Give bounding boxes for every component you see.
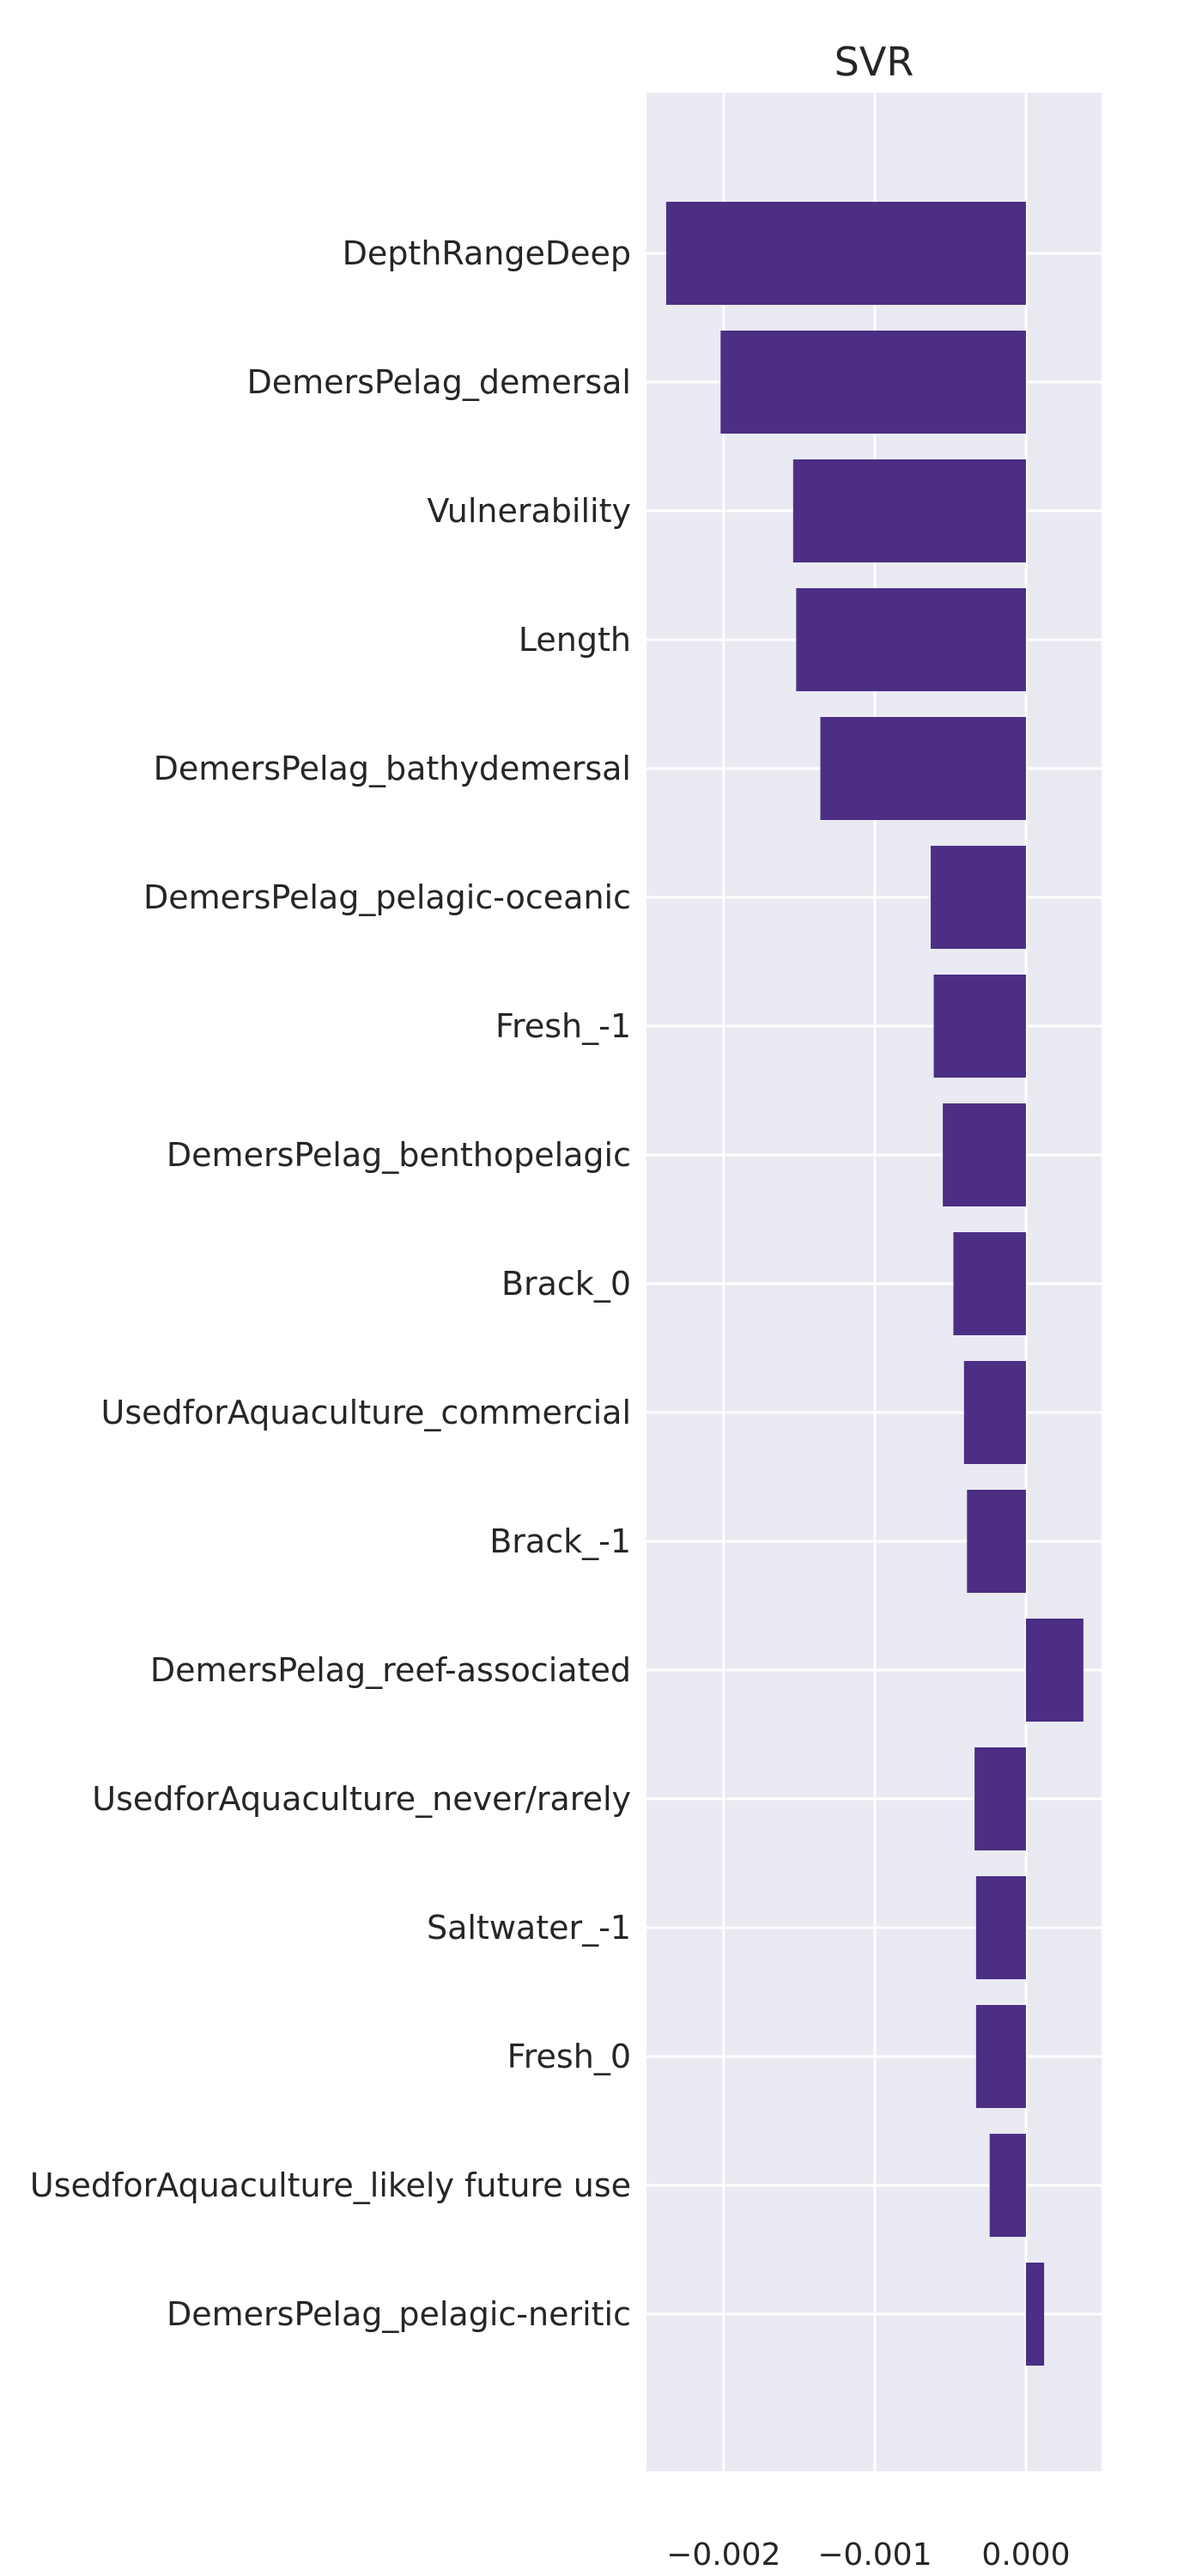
bar [975,2005,1026,2108]
category-label: DemersPelag_bathydemersal [154,750,631,787]
category-label: DemersPelag_pelagic-neritic [167,2295,631,2333]
bar [792,459,1026,562]
bar [967,1490,1026,1593]
bar [963,1361,1026,1464]
bar [1025,1619,1084,1722]
bar [974,1747,1026,1850]
category-label: Brack_-1 [489,1522,631,1560]
category-label: DemersPelag_pelagic-oceanic [143,878,631,916]
category-label: Fresh_0 [507,2038,631,2075]
category-label: UsedforAquaculture_never/rarely [92,1780,631,1818]
category-label: Vulnerability [427,492,631,530]
x-tick-label: 0.000 [981,2537,1070,2573]
bar [989,2134,1026,2237]
bar [820,717,1026,820]
bar [933,975,1026,1078]
category-label: DemersPelag_reef-associated [150,1651,631,1689]
chart-title: SVR [835,39,914,85]
bar [665,202,1026,305]
category-label: UsedforAquaculture_commercial [101,1394,632,1431]
category-label: DemersPelag_benthopelagic [167,1136,631,1174]
category-label: DemersPelag_demersal [246,363,631,401]
bar [931,846,1026,949]
category-label: UsedforAquaculture_likely future use [30,2166,631,2204]
x-tick-label: −0.001 [817,2537,932,2573]
x-tick-labels: −0.002 −0.001 0.000 [666,2537,1070,2573]
bar [953,1232,1026,1335]
bars [665,202,1084,2366]
bar [1025,2263,1045,2366]
bar [796,588,1026,691]
category-label: Fresh_-1 [495,1007,631,1045]
category-labels: DepthRangeDeep DemersPelag_demersal Vulner… [30,234,631,2333]
category-label: Length [519,621,631,659]
bar [720,331,1026,434]
x-tick-label: −0.002 [666,2537,780,2573]
bar [943,1103,1026,1206]
category-label: DepthRangeDeep [343,234,631,272]
category-label: Saltwater_-1 [427,1909,631,1947]
bar [975,1876,1026,1979]
category-label: Brack_0 [501,1265,631,1303]
